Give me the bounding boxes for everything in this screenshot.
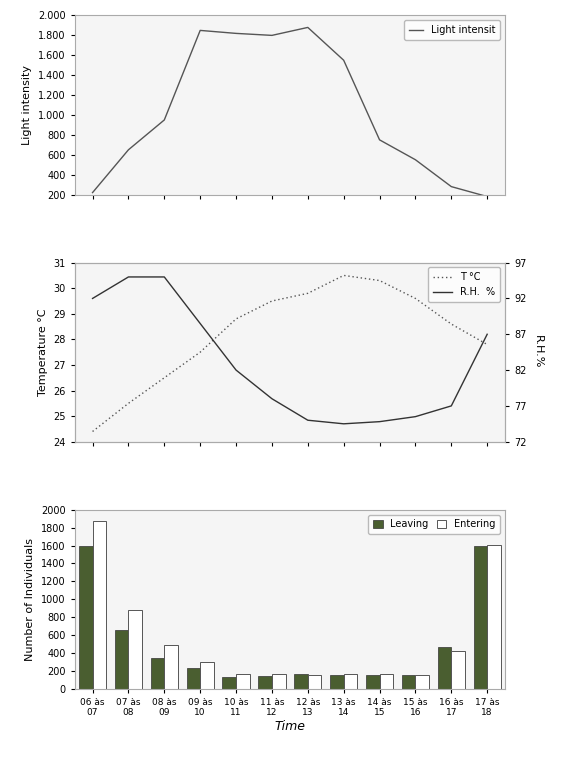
- Bar: [402, 675, 416, 689]
- Bar: [200, 663, 214, 689]
- Bar: [236, 674, 250, 689]
- Bar: [79, 546, 92, 689]
- Bar: [416, 675, 429, 689]
- Bar: [366, 674, 379, 689]
- Bar: [129, 610, 142, 689]
- Bar: [344, 674, 357, 689]
- Y-axis label: R.H.%: R.H.%: [533, 335, 544, 369]
- Bar: [115, 630, 129, 689]
- Bar: [379, 674, 393, 689]
- X-axis label: Time: Time: [274, 720, 305, 733]
- Bar: [223, 677, 236, 689]
- Bar: [258, 676, 272, 689]
- Bar: [451, 651, 465, 689]
- Y-axis label: Number of Individuals: Number of Individuals: [25, 538, 36, 661]
- Bar: [294, 674, 308, 689]
- Y-axis label: Temperature °C: Temperature °C: [37, 308, 48, 396]
- Bar: [92, 521, 106, 689]
- Bar: [438, 647, 451, 689]
- Bar: [308, 674, 321, 689]
- Legend: Leaving, Entering: Leaving, Entering: [368, 515, 501, 534]
- Bar: [487, 545, 501, 689]
- Y-axis label: Light intensity: Light intensity: [22, 65, 32, 145]
- Bar: [330, 675, 344, 689]
- Bar: [272, 674, 286, 689]
- Bar: [164, 645, 178, 689]
- Bar: [187, 668, 200, 689]
- Bar: [474, 546, 487, 689]
- Legend: T °C, R.H.  %: T °C, R.H. %: [428, 268, 501, 302]
- Bar: [150, 659, 164, 689]
- Legend: Light intensit: Light intensit: [404, 20, 501, 40]
